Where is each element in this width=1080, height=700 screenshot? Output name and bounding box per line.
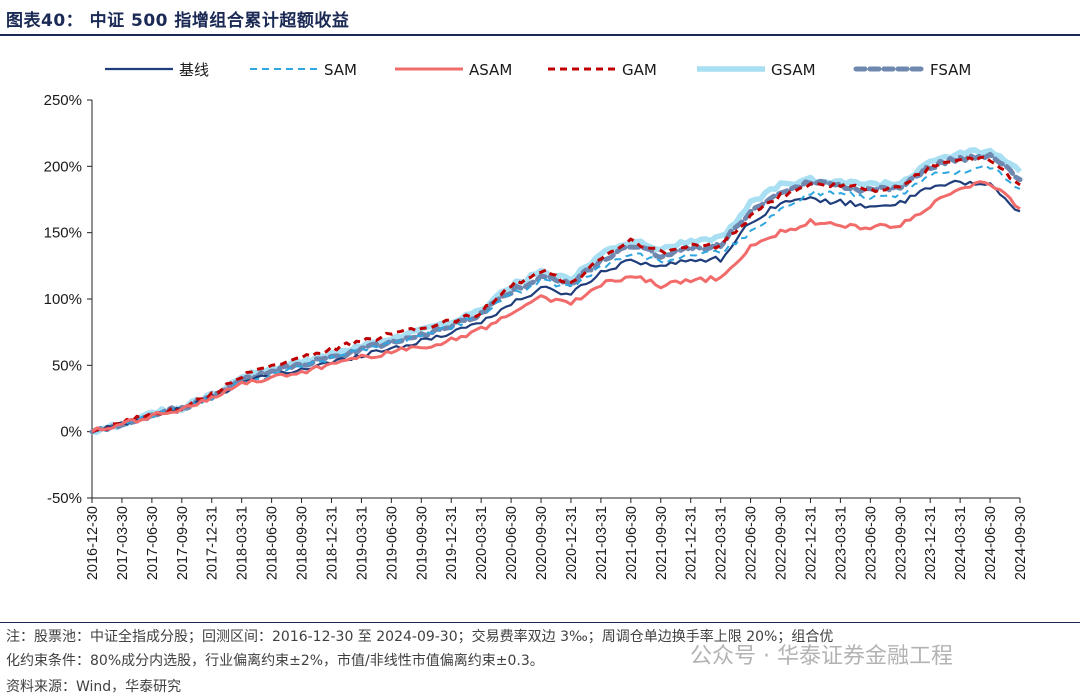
x-tick-label: 2017-09-30 xyxy=(175,506,191,580)
x-tick-label: 2017-06-30 xyxy=(145,506,161,580)
x-tick-label: 2021-03-31 xyxy=(594,506,610,580)
x-tick-label: 2022-09-30 xyxy=(774,506,790,580)
x-tick-label: 2018-06-30 xyxy=(265,506,281,580)
x-tick-label: 2023-06-30 xyxy=(863,506,879,580)
series-line-ASAM xyxy=(91,180,1021,433)
x-tick-label: 2022-03-31 xyxy=(714,506,730,580)
series-line-基线 xyxy=(91,179,1021,433)
x-tick-label: 2024-03-31 xyxy=(953,506,969,580)
x-tick-label: 2019-09-30 xyxy=(414,506,430,580)
legend-label: GAM xyxy=(622,61,657,79)
x-tick-label: 2021-09-30 xyxy=(654,506,670,580)
legend-label: GSAM xyxy=(771,61,816,79)
x-tick-label: 2019-03-31 xyxy=(354,506,370,580)
x-tick-label: 2019-06-30 xyxy=(384,506,400,580)
y-tick-label: 200% xyxy=(44,158,82,175)
x-tick-label: 2023-12-31 xyxy=(923,506,939,580)
y-tick-label: 150% xyxy=(44,225,82,242)
y-tick-label: -50% xyxy=(47,490,82,507)
source-note: 资料来源：Wind，华泰研究 xyxy=(6,679,182,695)
x-tick-label: 2018-12-31 xyxy=(324,506,340,580)
note-line-2: 化约束条件：80%成分内选股，行业偏离约束±2%，市值/非线性市值偏离约束±0.… xyxy=(6,653,544,669)
y-tick-label: 100% xyxy=(44,291,82,308)
x-tick-label: 2019-12-31 xyxy=(444,506,460,580)
series-line-GAM xyxy=(91,155,1021,434)
title-bar: 图表40： 中证 500 指增组合累计超额收益 xyxy=(0,0,1080,36)
y-tick-label: 250% xyxy=(44,92,82,109)
title-rule xyxy=(0,34,1080,36)
x-tick-label: 2018-09-30 xyxy=(295,506,311,580)
y-tick-label: 0% xyxy=(60,424,82,441)
legend-label: SAM xyxy=(324,61,357,79)
legend-label: 基线 xyxy=(179,61,209,79)
x-tick-label: 2020-09-30 xyxy=(534,506,550,580)
x-tick-label: 2017-03-30 xyxy=(115,506,131,580)
line-chart: -50% 0% 50% 100% 150% 200% 250% 2016-12-30 2017-… xyxy=(44,61,1029,580)
x-tick-label: 2023-03-31 xyxy=(833,506,849,580)
note-line-1: 注：股票池：中证全指成分股；回测区间：2016-12-30 至 2024-09-… xyxy=(6,629,834,645)
x-tick-label: 2024-06-30 xyxy=(983,506,999,580)
watermark: 公众号 · 华泰证券金融工程 xyxy=(690,644,953,669)
page-title: 图表40： 中证 500 指增组合累计超额收益 xyxy=(6,11,350,31)
x-tick-label: 2016-12-30 xyxy=(85,506,101,580)
x-tick-label: 2021-06-30 xyxy=(624,506,640,580)
x-tick-label: 2020-12-31 xyxy=(564,506,580,580)
x-tick-label: 2018-03-31 xyxy=(235,506,251,580)
footer-rule xyxy=(0,622,1080,623)
x-tick-label: 2022-06-30 xyxy=(744,506,760,580)
x-tick-label: 2017-12-31 xyxy=(205,506,221,580)
x-tick-label: 2024-09-30 xyxy=(1013,506,1029,580)
legend-label: ASAM xyxy=(469,61,512,79)
x-tick-label: 2020-03-31 xyxy=(474,506,490,580)
y-tick-label: 50% xyxy=(52,357,82,374)
x-tick-label: 2023-09-30 xyxy=(893,506,909,580)
legend-label: FSAM xyxy=(930,61,971,79)
x-tick-label: 2022-12-31 xyxy=(803,506,819,580)
x-tick-label: 2021-12-31 xyxy=(684,506,700,580)
x-tick-label: 2020-06-30 xyxy=(504,506,520,580)
